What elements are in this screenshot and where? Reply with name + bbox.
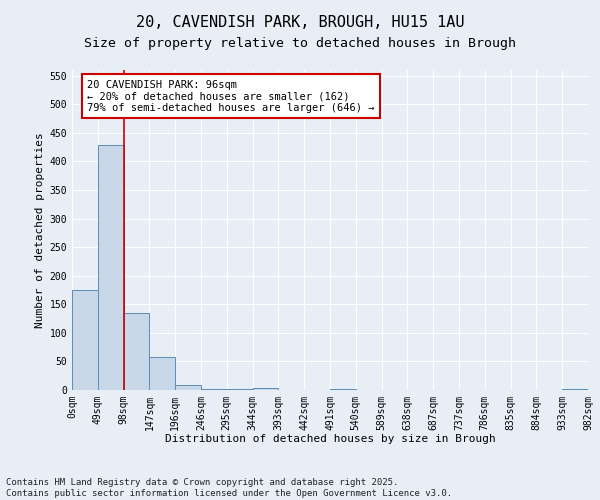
Bar — [562, 389, 588, 390]
Bar — [227, 389, 253, 390]
X-axis label: Distribution of detached houses by size in Brough: Distribution of detached houses by size … — [164, 434, 496, 444]
Bar — [330, 389, 356, 390]
Y-axis label: Number of detached properties: Number of detached properties — [35, 132, 46, 328]
Text: Size of property relative to detached houses in Brough: Size of property relative to detached ho… — [84, 38, 516, 51]
Bar — [253, 388, 278, 390]
Bar — [201, 389, 227, 390]
Bar — [98, 146, 124, 390]
Bar — [149, 357, 175, 390]
Bar — [175, 386, 201, 390]
Bar — [72, 290, 98, 390]
Text: 20, CAVENDISH PARK, BROUGH, HU15 1AU: 20, CAVENDISH PARK, BROUGH, HU15 1AU — [136, 15, 464, 30]
Text: 20 CAVENDISH PARK: 96sqm
← 20% of detached houses are smaller (162)
79% of semi-: 20 CAVENDISH PARK: 96sqm ← 20% of detach… — [88, 80, 375, 113]
Text: Contains HM Land Registry data © Crown copyright and database right 2025.
Contai: Contains HM Land Registry data © Crown c… — [6, 478, 452, 498]
Bar — [124, 313, 149, 390]
